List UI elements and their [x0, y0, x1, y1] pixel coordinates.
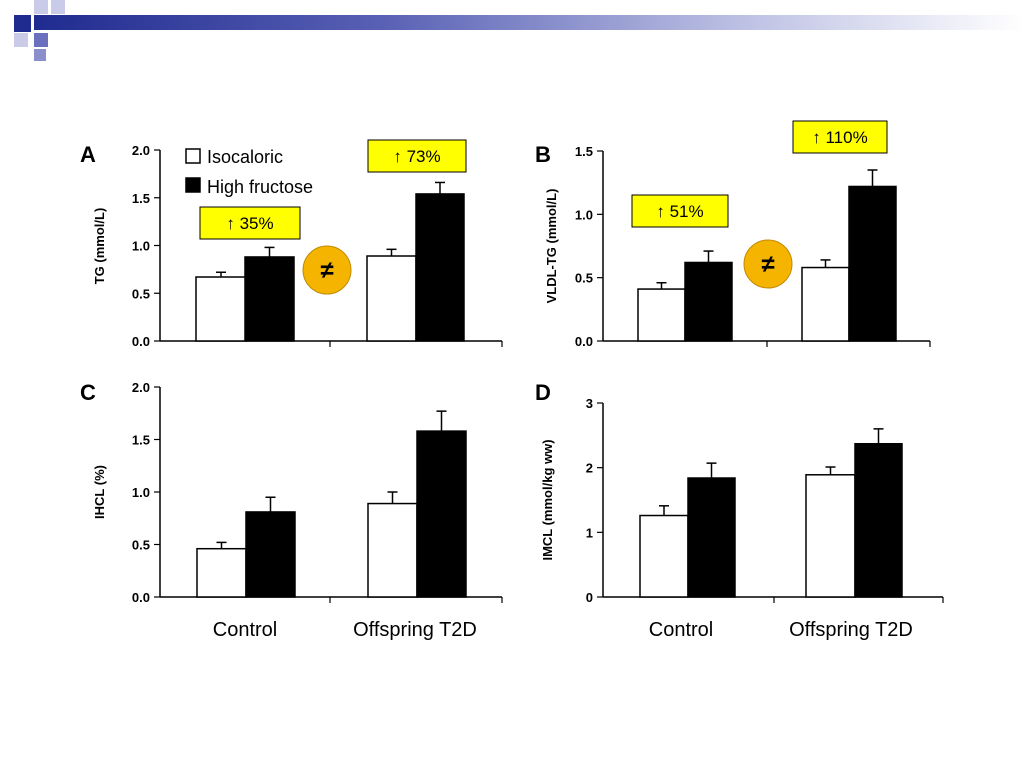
bar-high-fructose: [244, 256, 295, 342]
y-tick-label: 2.0: [132, 143, 150, 158]
y-tick-label: 1.5: [132, 191, 150, 206]
y-axis-label: TG (mmol/L): [92, 208, 107, 285]
legend-swatch-high-fructose: [185, 177, 201, 193]
y-tick-label: 2.0: [132, 380, 150, 395]
y-axis-label: IMCL (mmol/kg ww): [540, 439, 555, 560]
y-axis-label: VLDL-TG (mmol/L): [544, 189, 559, 304]
header-square-light: [14, 33, 28, 47]
bar-high-fructose: [854, 442, 903, 598]
bar-isocaloric: [639, 514, 689, 598]
not-equal-badge: [302, 245, 352, 295]
header-square-mid: [34, 33, 48, 47]
y-tick-label: 1: [586, 525, 593, 540]
panel-letter: B: [535, 142, 551, 167]
bar-high-fructose: [415, 193, 465, 342]
bar-isocaloric: [637, 288, 686, 342]
bar-isocaloric: [367, 502, 418, 598]
y-tick-label: 0.5: [132, 538, 150, 553]
y-tick-label: 0.0: [132, 590, 150, 605]
header-square-mid: [34, 49, 46, 61]
y-tick-label: 1.0: [132, 485, 150, 500]
y-axis-label: IHCL (%): [92, 465, 107, 519]
y-tick-label: 3: [586, 396, 593, 411]
bar-high-fructose: [684, 261, 733, 342]
not-equal-symbol: ≠: [761, 251, 774, 278]
not-equal-symbol: ≠: [320, 257, 333, 284]
y-tick-label: 1.5: [132, 433, 150, 448]
bar-high-fructose: [687, 477, 736, 598]
percent-callout-box: [367, 139, 467, 173]
y-tick-label: 0.0: [132, 334, 150, 349]
percent-callout-box: [631, 194, 729, 228]
x-category-label: Control: [649, 619, 713, 641]
percent-callout-text: ↑ 35%: [226, 214, 273, 233]
legend-swatch-isocaloric: [185, 148, 201, 164]
percent-callout-text: ↑ 110%: [812, 128, 867, 147]
bar-isocaloric: [366, 255, 417, 342]
header-gradient-bar: [34, 15, 1024, 30]
bar-high-fructose: [416, 430, 467, 598]
y-tick-label: 0.5: [575, 271, 593, 286]
y-tick-label: 0.5: [132, 286, 150, 301]
legend-label-isocaloric: Isocaloric: [207, 147, 283, 167]
y-tick-label: 0.0: [575, 334, 593, 349]
percent-callout-box: [792, 120, 888, 154]
y-tick-label: 0: [586, 590, 593, 605]
bar-isocaloric: [196, 547, 247, 598]
percent-callout-text: ↑ 73%: [393, 147, 440, 166]
bar-high-fructose: [245, 511, 296, 598]
panel-letter: D: [535, 380, 551, 405]
percent-callout-box: [199, 206, 301, 240]
bar-isocaloric: [195, 276, 247, 342]
x-category-label: Offspring T2D: [353, 619, 477, 641]
bar-high-fructose: [848, 185, 897, 342]
header-square-dark: [14, 15, 31, 32]
not-equal-badge: [743, 239, 793, 289]
slide-header-decoration: [0, 0, 1024, 62]
panel-letter: A: [80, 142, 96, 167]
y-tick-label: 1.0: [575, 207, 593, 222]
bar-isocaloric: [805, 474, 856, 598]
bar-isocaloric: [801, 266, 850, 342]
y-tick-label: 1.0: [132, 239, 150, 254]
panel-letter: C: [80, 380, 96, 405]
legend-label-high-fructose: High fructose: [207, 177, 313, 197]
y-tick-label: 2: [586, 461, 593, 476]
y-tick-label: 1.5: [575, 144, 593, 159]
header-square-light: [51, 0, 65, 14]
percent-callout-text: ↑ 51%: [656, 202, 703, 221]
x-category-label: Offspring T2D: [789, 619, 913, 641]
header-square-light: [34, 0, 48, 14]
x-category-label: Control: [213, 619, 277, 641]
